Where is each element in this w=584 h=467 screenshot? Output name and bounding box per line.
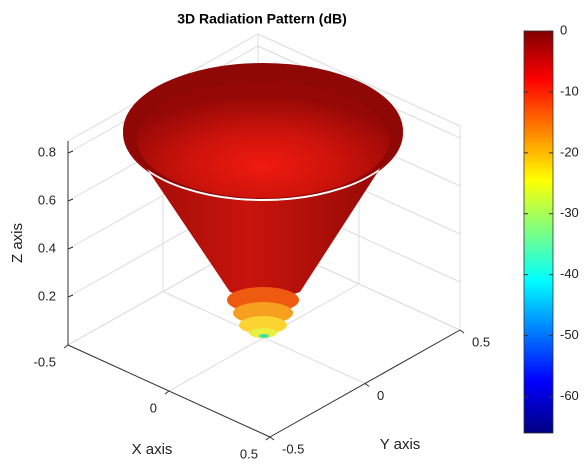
x-tick-label: 0.5 (240, 446, 258, 461)
colorbar-tick-label: -40 (560, 266, 579, 281)
z-tick (67, 150, 74, 154)
z-tick-label: 0.6 (38, 192, 56, 207)
cone-inner (137, 82, 389, 198)
colorbar (523, 30, 554, 434)
x-axis-label: X axis (132, 441, 173, 458)
y-tick (364, 383, 370, 387)
x-tick (63, 344, 69, 349)
colorbar-tick-label: -20 (560, 144, 579, 159)
x-tick-label: -0.5 (34, 354, 56, 369)
x-tick-label: 0 (150, 400, 157, 415)
y-tick (459, 329, 465, 334)
lobe (249, 328, 277, 338)
y-tick-label: 0.5 (472, 334, 490, 349)
z-tick (67, 198, 74, 202)
y-axis-label: Y axis (380, 436, 421, 453)
colorbar-tick-label: -60 (560, 388, 579, 403)
z-tick-label: 0.4 (38, 240, 56, 255)
x-tick (265, 436, 271, 441)
colorbar-tick-label: -50 (560, 327, 579, 342)
y-tick-label: -0.5 (282, 441, 304, 456)
z-tick-label: 0.2 (38, 288, 56, 303)
lobe (259, 334, 269, 338)
colorbar-tick-label: -30 (560, 205, 579, 220)
surface (123, 63, 403, 338)
lobe (239, 316, 287, 334)
axes: -0.5 0 0.5 -0.5 0 0.5 0.2 0.4 0.6 0.8 (34, 141, 490, 461)
y-tick (269, 436, 275, 441)
colorbar-tick-label: 0 (560, 22, 567, 37)
colorbar-tick-label: -10 (560, 83, 579, 98)
y-tick-label: 0 (377, 388, 384, 403)
z-tick-label: 0.8 (38, 144, 56, 159)
cone-body (123, 133, 403, 299)
chart-title: 3D Radiation Pattern (dB) (177, 11, 347, 27)
x-tick (164, 390, 170, 395)
z-axis-label: Z axis (9, 223, 26, 263)
z-tick (67, 294, 74, 298)
z-tick (67, 246, 74, 250)
